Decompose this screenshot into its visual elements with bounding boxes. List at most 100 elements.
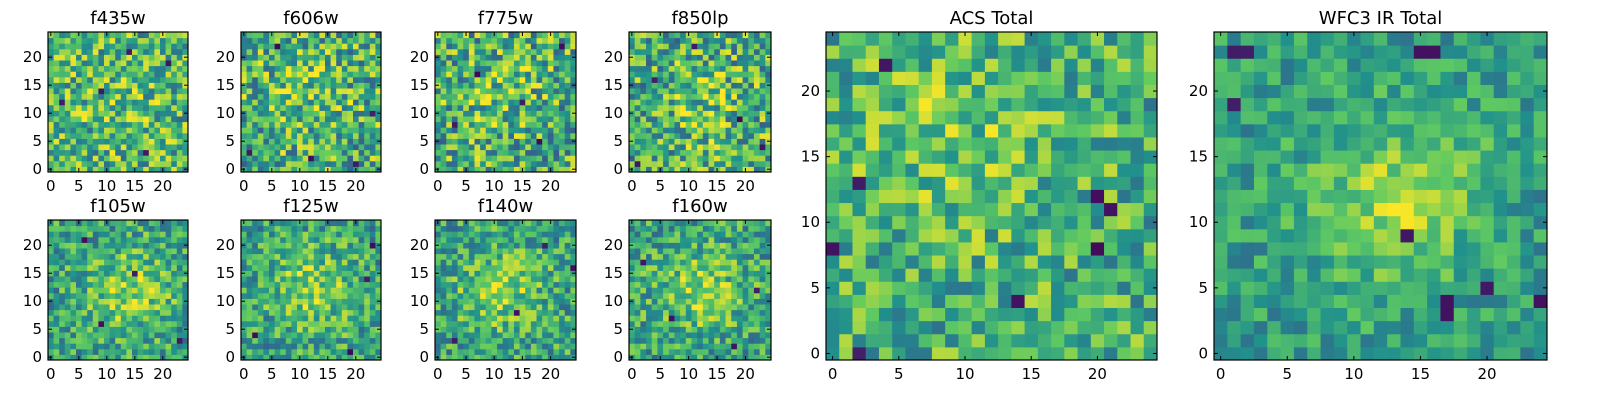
heatmap-cell bbox=[115, 348, 122, 355]
heatmap-cell bbox=[341, 343, 348, 350]
heatmap-cell bbox=[98, 270, 105, 277]
heatmap-cell bbox=[165, 270, 172, 277]
heatmap-cell bbox=[640, 166, 647, 173]
heatmap-cell bbox=[115, 93, 122, 100]
heatmap-cell bbox=[497, 121, 504, 128]
heatmap-cell bbox=[485, 121, 492, 128]
heatmap-cell bbox=[176, 281, 183, 288]
heatmap-cell bbox=[446, 43, 453, 50]
heatmap-cell bbox=[126, 104, 133, 111]
heatmap-cell bbox=[76, 88, 83, 95]
heatmap-cell bbox=[148, 110, 155, 117]
heatmap-cell bbox=[291, 326, 298, 333]
heatmap-cell bbox=[148, 121, 155, 128]
heatmap-cell bbox=[765, 65, 772, 72]
heatmap-cell bbox=[308, 104, 315, 111]
heatmap-cell bbox=[474, 326, 481, 333]
heatmap-cell bbox=[358, 149, 365, 156]
heatmap-cell bbox=[313, 110, 320, 117]
heatmap-cell bbox=[435, 236, 442, 243]
heatmap-cell bbox=[257, 144, 264, 151]
heatmap-cell bbox=[702, 71, 710, 78]
y-tick-label: 5 bbox=[32, 132, 42, 150]
heatmap-cell bbox=[480, 332, 487, 339]
heatmap-cell bbox=[629, 43, 636, 50]
heatmap-cell bbox=[358, 281, 365, 288]
heatmap-cell bbox=[714, 292, 721, 299]
heatmap-cell bbox=[570, 121, 577, 128]
heatmap-cell bbox=[634, 343, 641, 350]
heatmap-cell bbox=[341, 332, 348, 339]
heatmap-cell bbox=[674, 121, 681, 128]
heatmap-cell bbox=[120, 281, 127, 288]
heatmap-cell bbox=[440, 37, 447, 44]
heatmap-cell bbox=[525, 82, 532, 89]
heatmap-cell bbox=[76, 309, 83, 316]
heatmap-cell bbox=[165, 320, 172, 327]
heatmap-cell bbox=[120, 253, 127, 260]
heatmap-cell bbox=[542, 43, 549, 50]
heatmap-cell bbox=[280, 225, 287, 232]
heatmap-cell bbox=[126, 304, 133, 311]
heatmap-cell bbox=[59, 82, 66, 89]
heatmap-cell bbox=[126, 54, 133, 61]
heatmap-cell bbox=[651, 60, 658, 67]
heatmap-cell bbox=[353, 65, 360, 72]
heatmap-cell bbox=[759, 71, 766, 78]
heatmap-cell bbox=[719, 71, 727, 78]
heatmap-cell bbox=[171, 259, 178, 266]
heatmap-cell bbox=[330, 76, 337, 83]
heatmap-cell bbox=[708, 54, 715, 61]
heatmap-cell bbox=[446, 276, 453, 283]
heatmap-cell bbox=[297, 309, 304, 316]
heatmap-cell bbox=[564, 242, 571, 249]
heatmap-cell bbox=[59, 48, 66, 55]
heatmap-cell bbox=[547, 37, 554, 44]
heatmap-cell bbox=[104, 76, 111, 83]
heatmap-cell bbox=[564, 253, 571, 260]
heatmap-cell bbox=[497, 160, 504, 167]
heatmap-cell bbox=[491, 259, 498, 266]
heatmap-cell bbox=[263, 166, 270, 173]
heatmap-cell bbox=[313, 32, 320, 39]
heatmap-cell bbox=[92, 348, 99, 355]
heatmap-cell bbox=[319, 276, 326, 283]
heatmap-cell bbox=[440, 76, 447, 83]
heatmap-cell bbox=[451, 264, 459, 271]
heatmap-cell bbox=[559, 144, 566, 151]
heatmap-cell bbox=[451, 144, 459, 151]
heatmap-cell bbox=[109, 82, 116, 89]
heatmap-cell bbox=[120, 54, 127, 61]
heatmap-cell bbox=[297, 48, 304, 55]
heatmap-cell bbox=[629, 71, 636, 78]
heatmap-cell bbox=[564, 166, 571, 173]
heatmap-cell bbox=[252, 37, 259, 44]
heatmap-cell bbox=[148, 248, 155, 255]
heatmap-cell bbox=[668, 337, 675, 344]
heatmap-cell bbox=[485, 332, 492, 339]
heatmap-cell bbox=[120, 132, 127, 139]
heatmap-cell bbox=[753, 88, 761, 95]
heatmap-cell bbox=[680, 71, 687, 78]
heatmap-cell bbox=[457, 248, 464, 255]
heatmap-cell bbox=[691, 155, 698, 162]
heatmap-cell bbox=[165, 116, 172, 123]
heatmap-cell bbox=[115, 259, 122, 266]
heatmap-cell bbox=[497, 60, 504, 67]
heatmap-cell bbox=[542, 315, 549, 322]
heatmap-cell bbox=[148, 166, 155, 173]
heatmap-cell bbox=[246, 88, 253, 95]
heatmap-cell bbox=[480, 65, 487, 72]
heatmap-cell bbox=[508, 149, 515, 156]
heatmap-cell bbox=[685, 127, 692, 134]
heatmap-cell bbox=[76, 281, 83, 288]
heatmap-cell bbox=[508, 298, 515, 305]
heatmap-cell bbox=[115, 292, 122, 299]
heatmap-cell bbox=[115, 121, 122, 128]
heatmap-cell bbox=[640, 309, 647, 316]
heatmap-cell bbox=[92, 127, 99, 134]
heatmap-cell bbox=[691, 332, 698, 339]
heatmap-cell bbox=[668, 116, 675, 123]
heatmap-cell bbox=[76, 76, 83, 83]
heatmap-cell bbox=[369, 320, 376, 327]
